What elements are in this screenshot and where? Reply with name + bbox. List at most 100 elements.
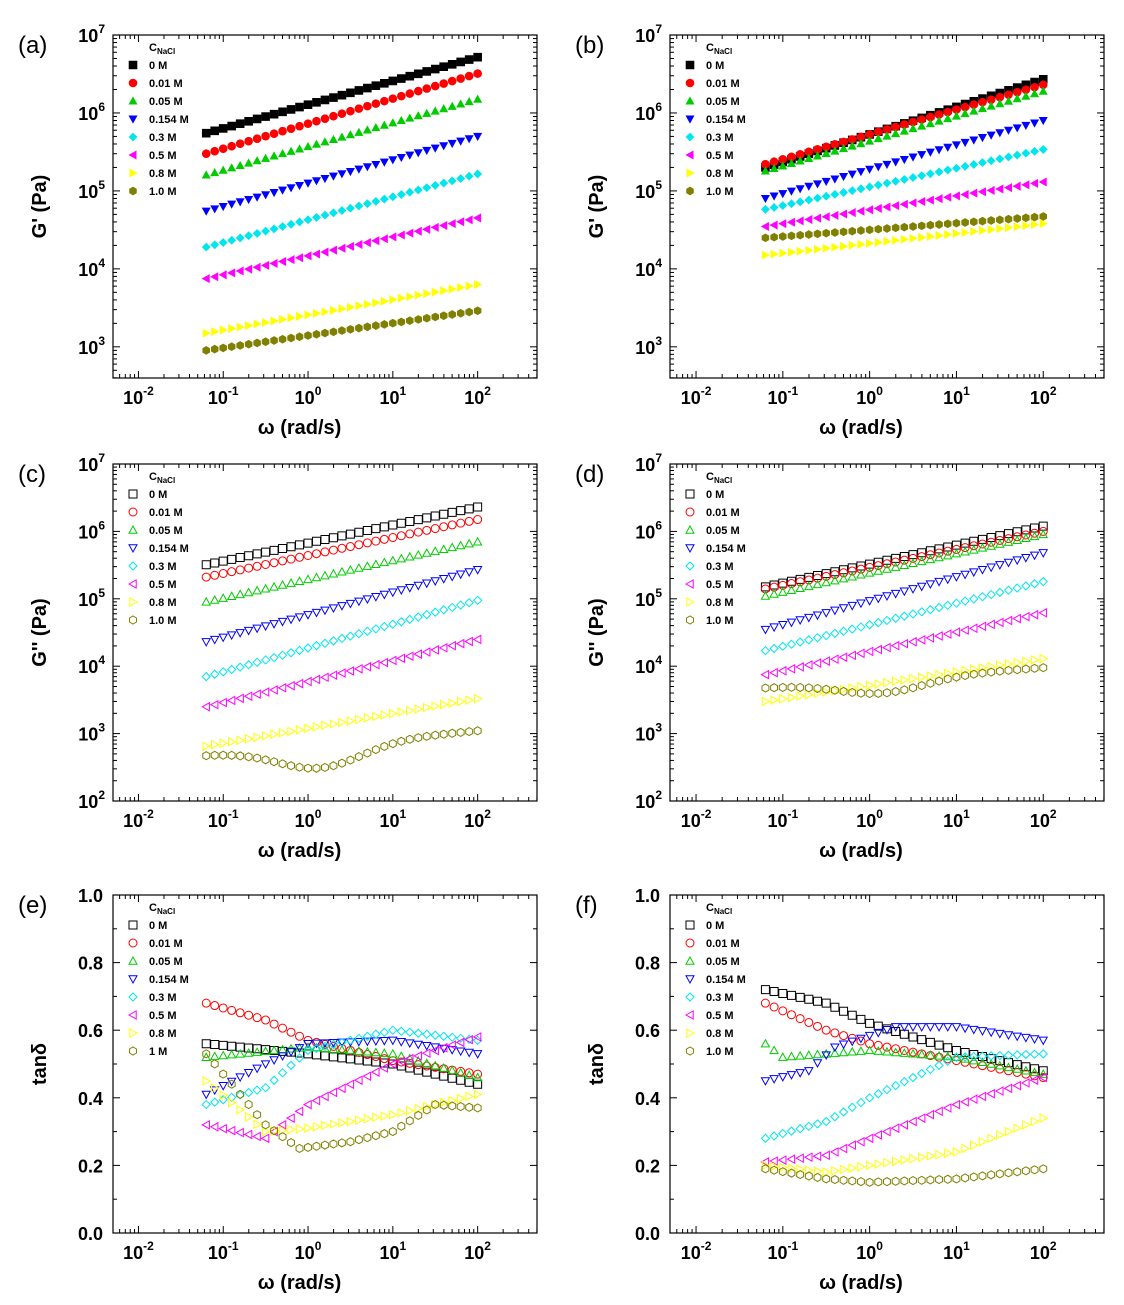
data-point — [925, 148, 935, 157]
data-point — [354, 201, 364, 211]
data-point — [960, 161, 970, 171]
data-point — [1012, 583, 1022, 593]
data-point — [856, 168, 866, 177]
data-point — [337, 1044, 347, 1054]
data-point — [209, 635, 220, 645]
data-point — [244, 339, 253, 349]
x-tick-label: 100 — [856, 807, 883, 831]
legend-marker — [685, 115, 695, 124]
data-point — [218, 1003, 228, 1013]
data-point — [943, 1174, 952, 1184]
data-point — [813, 229, 822, 239]
data-point — [312, 722, 322, 732]
data-point — [1021, 1166, 1030, 1176]
legend-marker — [686, 168, 695, 178]
data-point — [337, 602, 347, 611]
data-point — [210, 240, 220, 250]
data-point — [856, 1036, 866, 1046]
data-point — [838, 626, 849, 636]
data-point — [796, 682, 805, 693]
data-point — [431, 730, 440, 740]
data-point — [1021, 148, 1031, 158]
data-point — [244, 1099, 253, 1110]
data-point — [986, 563, 996, 573]
data-point — [978, 226, 988, 236]
data-point — [328, 134, 338, 143]
data-point — [847, 186, 857, 196]
data-point — [812, 1151, 822, 1162]
data-point — [252, 114, 262, 124]
data-point — [236, 1089, 245, 1099]
data-point — [218, 1040, 228, 1050]
series-7 — [202, 1049, 482, 1154]
data-point — [303, 141, 313, 151]
data-point — [397, 736, 406, 746]
x-tick-label: 101 — [943, 1239, 970, 1263]
data-point — [252, 689, 261, 699]
data-point — [865, 688, 874, 699]
data-point — [353, 1075, 363, 1086]
data-point — [899, 126, 909, 135]
data-point — [787, 1163, 797, 1174]
data-point — [917, 151, 927, 160]
x-tick-label: 10-1 — [208, 1239, 239, 1263]
data-point — [345, 130, 355, 139]
legend-entry: 0.154 M — [149, 543, 189, 555]
legend-entry: 0.05 M — [706, 96, 740, 108]
data-point — [900, 675, 910, 685]
data-point — [227, 1097, 237, 1108]
data-point — [210, 344, 219, 354]
data-point — [1003, 183, 1013, 193]
data-point — [261, 153, 271, 162]
series-2 — [760, 1038, 1049, 1078]
data-point — [857, 1161, 866, 1172]
data-point — [1004, 534, 1014, 544]
data-point — [379, 590, 390, 600]
data-point — [760, 221, 769, 231]
data-point — [405, 734, 414, 744]
data-point — [455, 1037, 465, 1048]
data-point — [252, 1131, 261, 1142]
series-4 — [760, 576, 1048, 656]
data-point — [379, 234, 388, 244]
data-point — [396, 553, 407, 563]
data-point — [397, 1107, 407, 1118]
data-point — [839, 1164, 849, 1175]
legend-entry: 0 M — [706, 60, 724, 72]
data-point — [329, 111, 338, 121]
data-point — [448, 1101, 457, 1111]
data-point — [925, 1023, 936, 1032]
data-point — [760, 194, 770, 204]
legend-marker — [685, 150, 694, 160]
data-point — [304, 331, 312, 340]
data-point — [934, 548, 944, 558]
data-point — [210, 558, 220, 568]
data-point — [795, 1014, 805, 1024]
data-point — [405, 614, 415, 625]
data-point — [812, 1059, 823, 1068]
x-tick-label: 100 — [295, 807, 322, 831]
data-point — [320, 95, 330, 105]
data-point — [995, 129, 1005, 138]
data-point — [465, 695, 475, 705]
legend-entry: 1 M — [149, 1046, 167, 1058]
data-point — [295, 1031, 305, 1041]
data-point — [219, 738, 229, 749]
data-point — [803, 1152, 813, 1163]
data-point — [396, 1026, 407, 1036]
data-point — [329, 719, 339, 729]
data-point — [397, 317, 406, 327]
x-tick-label: 10-2 — [681, 384, 712, 408]
series-0 — [201, 52, 482, 138]
data-point — [786, 217, 795, 227]
y-tick-label: 107 — [635, 451, 662, 475]
data-point — [1030, 528, 1040, 538]
data-point — [355, 301, 364, 311]
data-point — [855, 1136, 865, 1147]
data-point — [917, 1152, 927, 1163]
data-point — [262, 317, 271, 327]
legend-marker — [128, 489, 138, 499]
data-point — [439, 311, 448, 321]
data-point — [1003, 1062, 1014, 1072]
data-point — [786, 1071, 797, 1080]
